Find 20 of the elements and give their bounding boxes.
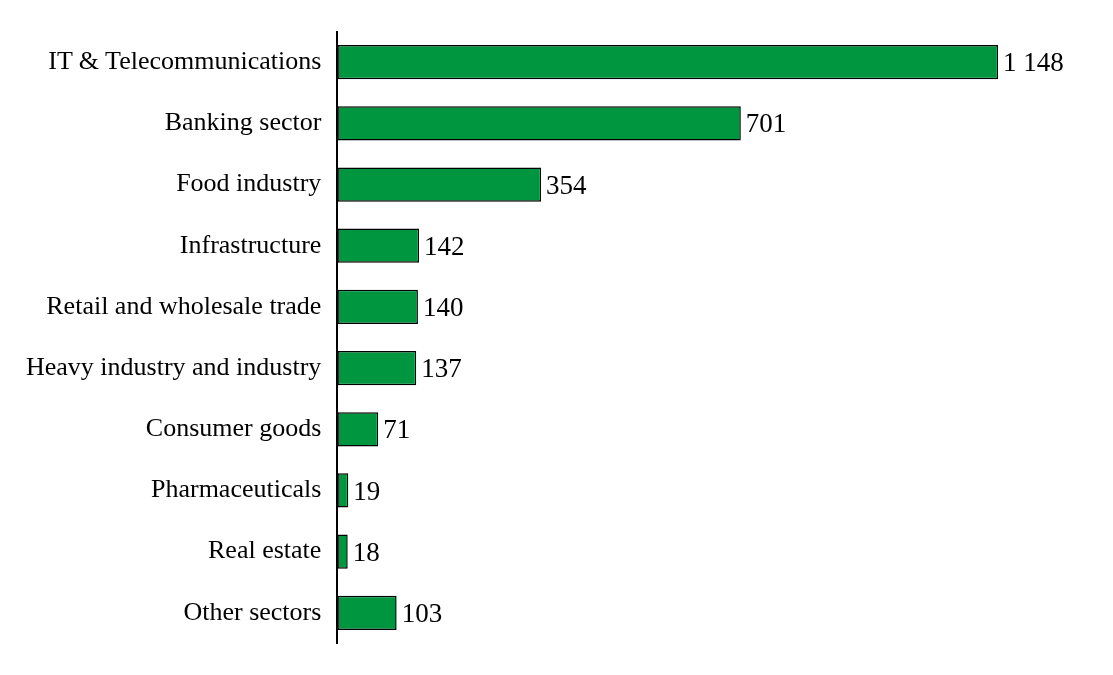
data-label: 354 xyxy=(546,169,588,200)
y-tick-label: Other sectors xyxy=(183,596,322,626)
data-label: 1 148 xyxy=(1003,47,1064,78)
y-tick-label: IT & Telecommunications xyxy=(48,46,322,76)
data-label: 18 xyxy=(352,536,380,567)
data-label: 142 xyxy=(424,230,465,261)
data-label: 103 xyxy=(401,597,443,628)
data-label: 19 xyxy=(353,475,381,506)
y-tick-label: Pharmaceuticals xyxy=(150,474,322,504)
data-label: 140 xyxy=(422,292,464,322)
y-tick-label: Banking sector xyxy=(164,107,322,137)
y-tick-label: Heavy industry and industry xyxy=(26,351,322,381)
y-tick-label: Infrastructure xyxy=(179,229,322,259)
data-label: 71 xyxy=(383,414,411,445)
y-tick-label: Retail and wholesale trade xyxy=(46,290,322,320)
data-label: 701 xyxy=(745,108,787,139)
data-label: 137 xyxy=(421,353,462,384)
y-tick-label: Consumer goods xyxy=(145,413,322,443)
y-tick-label: Real estate xyxy=(208,535,322,565)
y-tick-label: Food industry xyxy=(176,168,322,198)
